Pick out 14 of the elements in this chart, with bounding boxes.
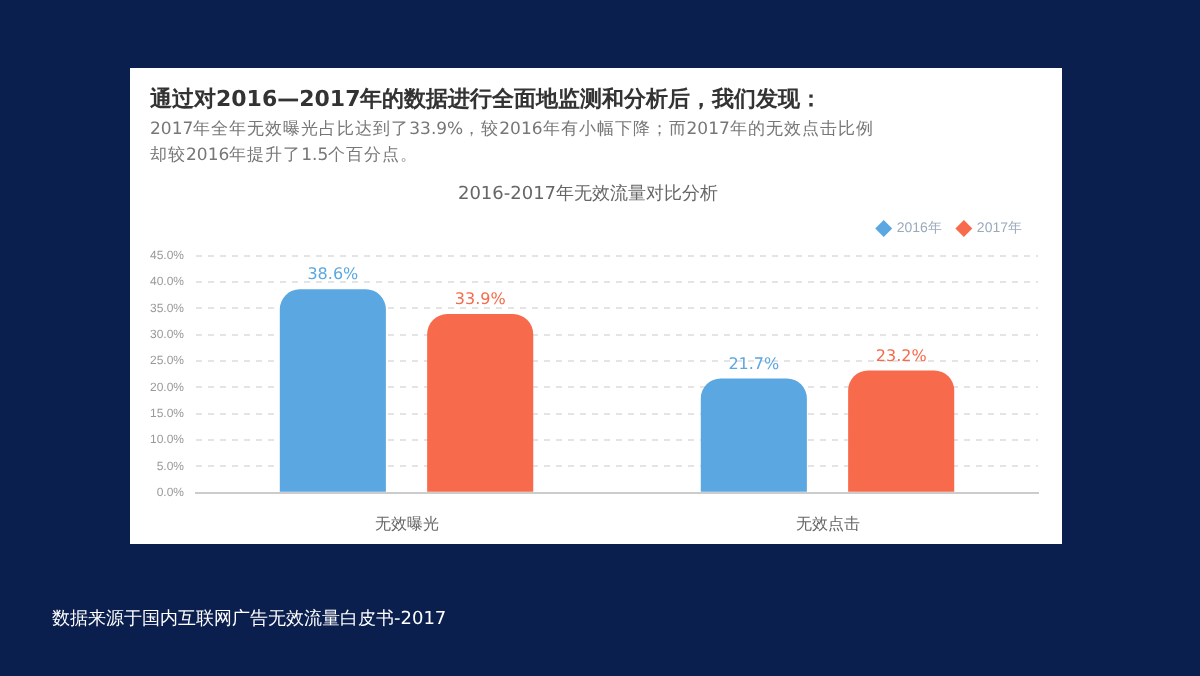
- text: 2017年全年无效曝光占比达到了33.9%，较2016年有小幅下降；而2017年的无效点击比例却较2016年提升了1.5个百分点。: [150, 118, 876, 170]
- text: 21.7%: [728, 354, 780, 373]
- x-tick-label: 无效点击: [795, 514, 860, 533]
- text: 33.9%: [454, 290, 506, 309]
- chart-title: 2016-2017年无效流量对比分析: [457, 183, 719, 206]
- text: 38.6%: [307, 265, 359, 284]
- x-tick-label: 无效曝光: [374, 514, 439, 533]
- bar: [427, 314, 534, 492]
- text: 23.2%: [875, 346, 927, 365]
- bar: [848, 370, 955, 492]
- bar: [279, 289, 386, 492]
- text: 通过对2016—2017年的数据进行全面地监测和分析后，我们发现：: [150, 84, 823, 114]
- bar: [700, 378, 807, 492]
- text: 数据来源于国内互联网广告无效流量白皮书-2017: [52, 607, 447, 632]
